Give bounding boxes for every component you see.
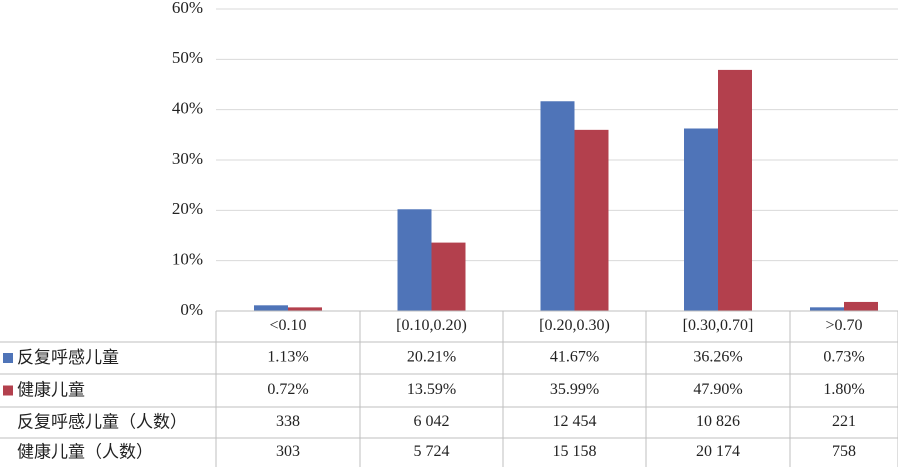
data-label: 1.13% [267,349,308,366]
bar-series1 [540,101,575,311]
table-cell: 6 042 [414,413,450,430]
category-label: [0.20,0.30) [539,317,610,334]
legend-label: 反复呼感儿童 [17,348,119,368]
data-label: 41.67% [550,349,599,366]
bar-series2 [718,69,752,311]
table-cell: 5 724 [414,443,450,460]
bar-series2 [574,129,609,311]
y-tick-label: 50% [172,48,203,67]
data-label: 13.59% [407,381,456,398]
data-label: 1.80% [823,381,864,398]
category-label: >0.70 [825,317,862,334]
table-cell: 338 [276,413,300,430]
category-label: <0.10 [269,317,306,334]
table-row-label: 反复呼感儿童（人数） [17,413,187,433]
bar-series2 [288,307,322,311]
bar-series2 [844,301,878,311]
table-cell: 303 [276,443,300,460]
table-cell: 221 [832,413,856,430]
table-cell: 10 826 [696,413,740,430]
legend-marker-series1 [3,353,13,363]
table-cell: 12 454 [553,413,597,430]
data-label: 47.90% [693,381,742,398]
table-cell: 758 [832,443,856,460]
data-label: 20.21% [407,349,456,366]
data-label: 35.99% [550,381,599,398]
table-cell: 20 174 [696,443,740,460]
bar-series1 [810,307,844,311]
legend-label: 健康儿童 [17,381,85,401]
y-tick-label: 10% [172,250,203,269]
y-tick-label: 0% [180,300,203,319]
data-label: 0.73% [823,349,864,366]
table-row-label: 健康儿童（人数） [17,443,153,463]
data-label: 0.72% [267,381,308,398]
table-cell: 15 158 [553,443,597,460]
y-tick-label: 40% [172,99,203,118]
bar-series1 [254,305,288,311]
bar-series1 [397,209,432,311]
category-label: [0.30,0.70] [683,317,754,334]
data-label: 36.26% [693,349,742,366]
y-tick-label: 30% [172,149,203,168]
y-tick-label: 20% [172,199,203,218]
bar-series2 [431,242,466,311]
legend-marker-series2 [3,385,13,396]
y-tick-label: 60% [172,0,203,17]
bar-series1 [684,128,718,311]
category-label: [0.10,0.20) [396,317,467,334]
